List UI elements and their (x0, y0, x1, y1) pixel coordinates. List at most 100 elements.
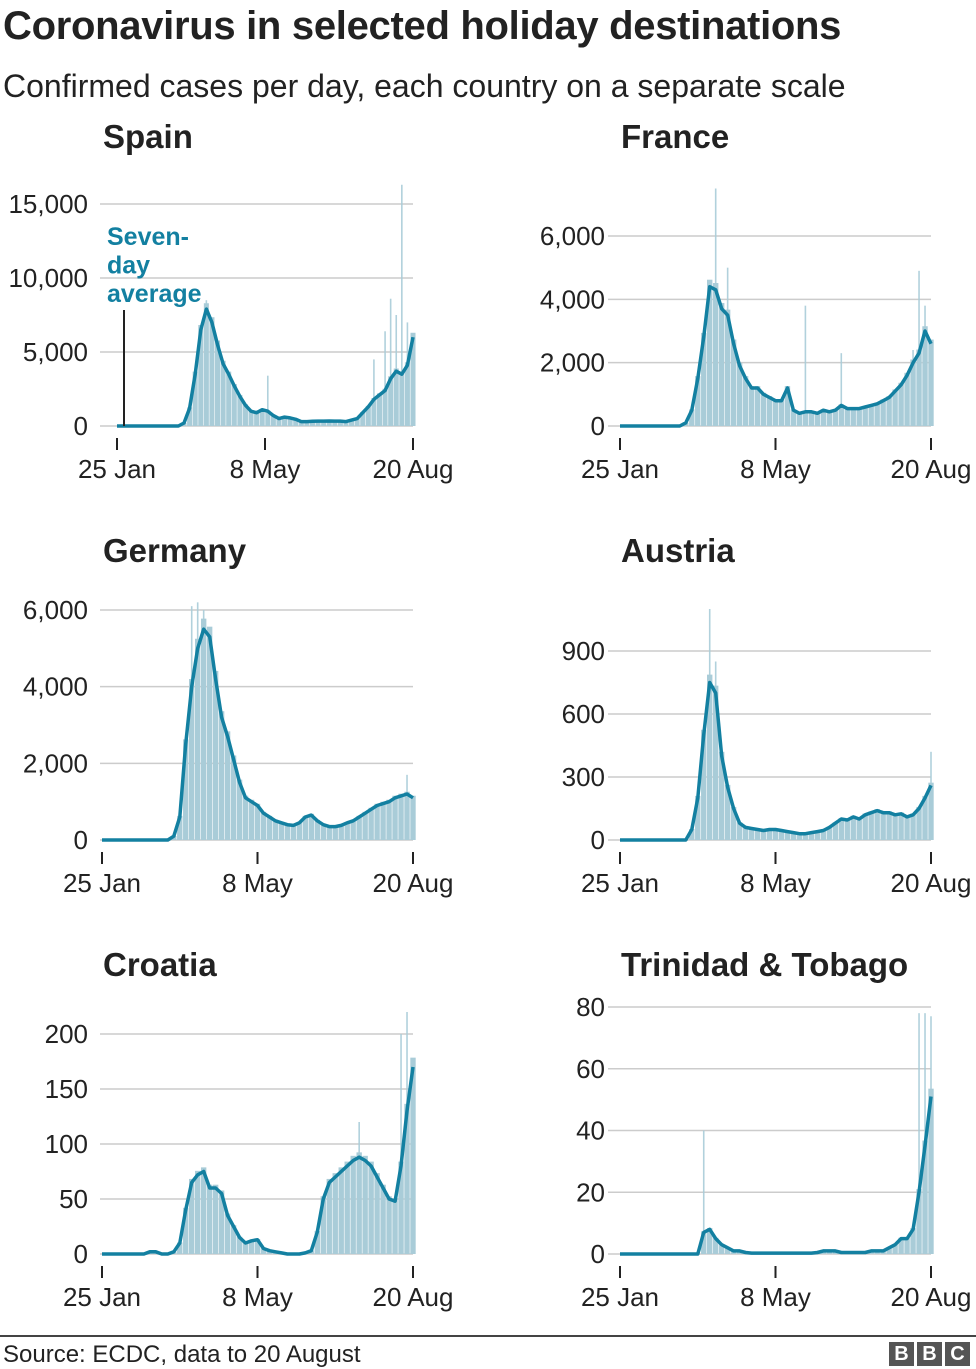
daily-bar (236, 1236, 243, 1254)
daily-bar (844, 819, 850, 840)
daily-bar-spike (714, 661, 717, 840)
daily-bar (754, 828, 761, 840)
daily-bar (376, 393, 383, 426)
daily-bar (332, 825, 338, 840)
daily-bar-spike (702, 1130, 705, 1254)
daily-bar-spike (196, 602, 199, 840)
daily-bar (808, 832, 815, 840)
daily-bar-spike (714, 188, 717, 426)
panel-title: France (621, 118, 729, 155)
daily-bar (886, 396, 892, 426)
y-tick-label: 60 (576, 1054, 605, 1084)
daily-bar (874, 402, 880, 426)
daily-bar (315, 420, 321, 426)
daily-bar (862, 406, 868, 426)
x-tick-label: 8 May (740, 454, 811, 484)
daily-bar-spike (930, 751, 932, 840)
daily-bar (260, 811, 267, 840)
daily-bar (695, 376, 701, 426)
daily-bar (314, 819, 320, 840)
y-tick-label: 100 (45, 1129, 88, 1159)
daily-bar (850, 407, 856, 426)
daily-bar (259, 408, 265, 426)
daily-bar-spike (708, 609, 711, 840)
annotation-label: average (107, 280, 202, 308)
daily-bar (276, 418, 282, 426)
daily-bar (386, 1196, 392, 1254)
daily-bar (832, 409, 838, 426)
daily-bar (892, 813, 898, 840)
daily-bar (820, 409, 827, 426)
x-tick-label: 25 Jan (63, 1282, 141, 1312)
daily-bar-spike (190, 606, 193, 840)
y-tick-label: 40 (576, 1116, 605, 1146)
daily-bar (760, 830, 767, 840)
y-tick-label: 300 (562, 762, 605, 792)
daily-bar (766, 396, 773, 426)
y-tick-label: 0 (74, 411, 88, 441)
seven-day-average-line (102, 627, 414, 842)
daily-bar (237, 394, 243, 426)
y-tick-label: 900 (562, 636, 605, 666)
daily-bar (410, 1057, 416, 1254)
daily-bar (226, 371, 232, 426)
daily-bar (362, 1155, 368, 1254)
annotation-label: day (107, 252, 150, 280)
panel-title: Spain (103, 118, 193, 155)
daily-bar-spike (912, 350, 914, 426)
daily-bar (880, 811, 886, 840)
daily-bar (868, 811, 874, 840)
daily-bar (349, 419, 355, 426)
daily-bar (304, 421, 310, 426)
daily-bar (209, 317, 215, 426)
daily-bar-spike (406, 774, 408, 840)
daily-bar (772, 399, 779, 426)
daily-bar (195, 1170, 201, 1254)
daily-bar (826, 826, 833, 840)
daily-bar-spike (373, 359, 375, 426)
x-tick-label: 20 Aug (373, 454, 454, 484)
daily-bar-spike (205, 300, 208, 426)
daily-bar (724, 784, 731, 840)
daily-bar (850, 815, 856, 840)
daily-bar (224, 731, 231, 840)
daily-bar (736, 362, 743, 426)
x-tick-label: 25 Jan (581, 868, 659, 898)
panel-title: Austria (621, 532, 735, 569)
footer-divider (0, 1335, 976, 1337)
daily-bar (814, 831, 821, 840)
daily-bar (892, 389, 898, 426)
daily-bar-spike (804, 305, 807, 426)
daily-bar-spike (266, 375, 269, 426)
daily-bar (410, 795, 416, 840)
daily-bar (796, 833, 803, 840)
daily-bar (320, 1196, 326, 1254)
x-tick-label: 20 Aug (891, 868, 972, 898)
daily-bar (898, 382, 904, 426)
y-tick-label: 0 (74, 1239, 88, 1269)
daily-bar (910, 813, 916, 840)
y-tick-label: 4,000 (540, 284, 605, 314)
daily-bar (701, 332, 707, 426)
daily-bar (344, 1161, 350, 1254)
x-tick-label: 8 May (740, 1282, 811, 1312)
daily-bar (212, 1184, 219, 1254)
daily-bar (282, 416, 288, 426)
daily-bar (290, 824, 297, 840)
daily-bar (248, 1240, 255, 1254)
daily-bar (374, 1173, 380, 1254)
seven-day-average-line (620, 284, 933, 428)
daily-bar (844, 407, 850, 426)
y-tick-label: 150 (45, 1074, 88, 1104)
daily-bar (236, 779, 243, 840)
x-tick-label: 20 Aug (373, 1282, 454, 1312)
seven-day-average-line (620, 680, 933, 842)
daily-bar (326, 825, 332, 840)
daily-bar (874, 809, 880, 840)
panel-austria: Austria 0 300 600 900 25 Jan 8 May 20 Aug (562, 532, 972, 898)
daily-bar (832, 822, 838, 840)
x-tick-label: 8 May (230, 454, 301, 484)
daily-bar (922, 795, 928, 840)
